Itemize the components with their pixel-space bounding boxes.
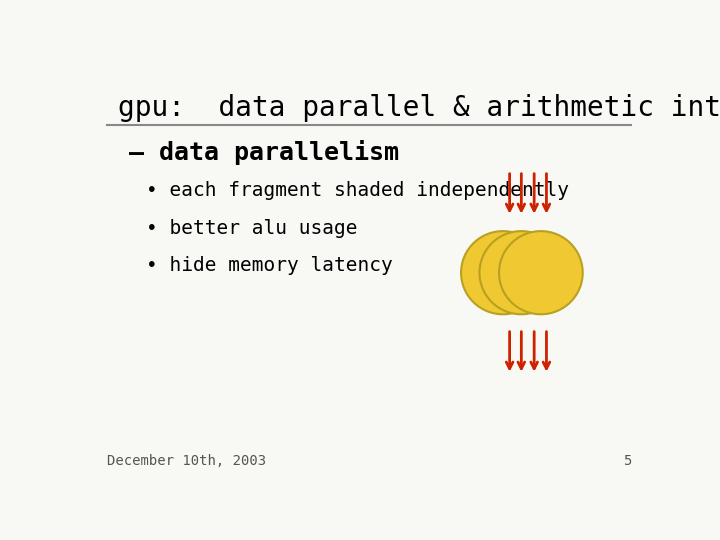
Ellipse shape <box>461 231 545 314</box>
Text: – data parallelism: – data parallelism <box>129 140 399 165</box>
Text: • hide memory latency: • hide memory latency <box>145 256 392 275</box>
Text: • better alu usage: • better alu usage <box>145 219 357 238</box>
Ellipse shape <box>499 231 582 314</box>
Text: 5: 5 <box>623 454 631 468</box>
Text: • each fragment shaded independently: • each fragment shaded independently <box>145 181 569 200</box>
Ellipse shape <box>480 231 563 314</box>
Text: gpu:  data parallel & arithmetic intensity: gpu: data parallel & arithmetic intensit… <box>118 94 720 122</box>
Text: December 10th, 2003: December 10th, 2003 <box>107 454 266 468</box>
